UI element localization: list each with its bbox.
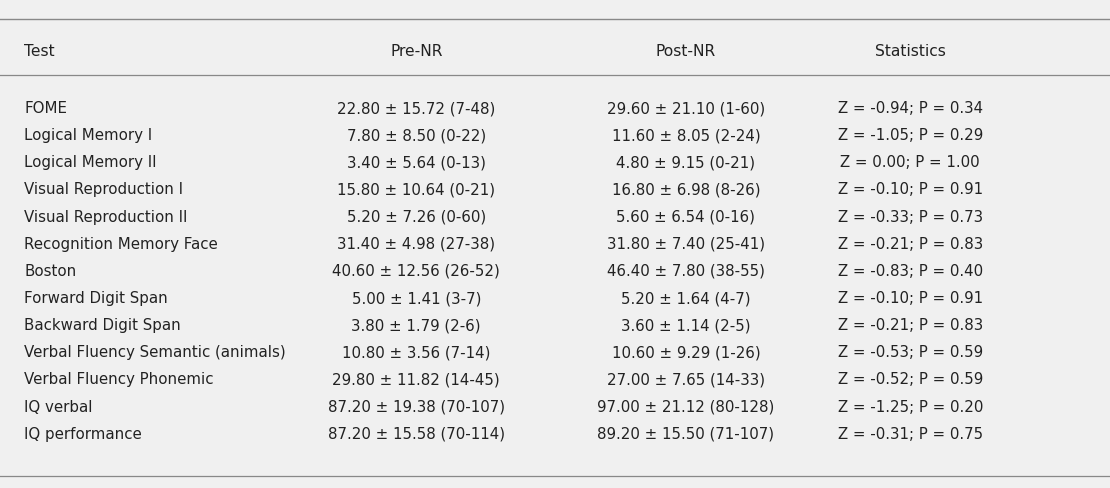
Text: 29.60 ± 21.10 (1-60): 29.60 ± 21.10 (1-60)	[607, 101, 765, 116]
Text: 5.00 ± 1.41 (3-7): 5.00 ± 1.41 (3-7)	[352, 290, 481, 305]
Text: 97.00 ± 21.12 (80-128): 97.00 ± 21.12 (80-128)	[597, 399, 775, 414]
Text: Post-NR: Post-NR	[656, 44, 716, 59]
Text: FOME: FOME	[24, 101, 68, 116]
Text: Boston: Boston	[24, 264, 77, 278]
Text: 5.20 ± 1.64 (4-7): 5.20 ± 1.64 (4-7)	[622, 290, 750, 305]
Text: 3.40 ± 5.64 (0-13): 3.40 ± 5.64 (0-13)	[346, 155, 486, 170]
Text: Test: Test	[24, 44, 56, 59]
Text: 5.60 ± 6.54 (0-16): 5.60 ± 6.54 (0-16)	[616, 209, 756, 224]
Text: IQ performance: IQ performance	[24, 426, 142, 441]
Text: Visual Reproduction I: Visual Reproduction I	[24, 182, 183, 197]
Text: 31.80 ± 7.40 (25-41): 31.80 ± 7.40 (25-41)	[607, 236, 765, 251]
Text: 7.80 ± 8.50 (0-22): 7.80 ± 8.50 (0-22)	[346, 128, 486, 143]
Text: Logical Memory II: Logical Memory II	[24, 155, 157, 170]
Text: 22.80 ± 15.72 (7-48): 22.80 ± 15.72 (7-48)	[337, 101, 495, 116]
Text: 3.80 ± 1.79 (2-6): 3.80 ± 1.79 (2-6)	[352, 318, 481, 332]
Text: Z = -0.33; P = 0.73: Z = -0.33; P = 0.73	[838, 209, 982, 224]
Text: Backward Digit Span: Backward Digit Span	[24, 318, 181, 332]
Text: 31.40 ± 4.98 (27-38): 31.40 ± 4.98 (27-38)	[337, 236, 495, 251]
Text: 11.60 ± 8.05 (2-24): 11.60 ± 8.05 (2-24)	[612, 128, 760, 143]
Text: Forward Digit Span: Forward Digit Span	[24, 290, 169, 305]
Text: 46.40 ± 7.80 (38-55): 46.40 ± 7.80 (38-55)	[607, 264, 765, 278]
Text: Z = -1.05; P = 0.29: Z = -1.05; P = 0.29	[838, 128, 982, 143]
Text: Z = -0.31; P = 0.75: Z = -0.31; P = 0.75	[838, 426, 982, 441]
Text: Verbal Fluency Semantic (animals): Verbal Fluency Semantic (animals)	[24, 345, 286, 360]
Text: 4.80 ± 9.15 (0-21): 4.80 ± 9.15 (0-21)	[616, 155, 756, 170]
Text: Z = -0.94; P = 0.34: Z = -0.94; P = 0.34	[838, 101, 982, 116]
Text: 40.60 ± 12.56 (26-52): 40.60 ± 12.56 (26-52)	[332, 264, 501, 278]
Text: 29.80 ± 11.82 (14-45): 29.80 ± 11.82 (14-45)	[332, 372, 501, 386]
Text: Pre-NR: Pre-NR	[390, 44, 443, 59]
Text: 10.80 ± 3.56 (7-14): 10.80 ± 3.56 (7-14)	[342, 345, 491, 360]
Text: Z = -0.83; P = 0.40: Z = -0.83; P = 0.40	[838, 264, 982, 278]
Text: IQ verbal: IQ verbal	[24, 399, 93, 414]
Text: Statistics: Statistics	[875, 44, 946, 59]
Text: Z = -0.10; P = 0.91: Z = -0.10; P = 0.91	[838, 182, 982, 197]
Text: Z = -0.21; P = 0.83: Z = -0.21; P = 0.83	[838, 236, 982, 251]
Text: Z = -0.21; P = 0.83: Z = -0.21; P = 0.83	[838, 318, 982, 332]
Text: Z = -1.25; P = 0.20: Z = -1.25; P = 0.20	[838, 399, 982, 414]
Text: 16.80 ± 6.98 (8-26): 16.80 ± 6.98 (8-26)	[612, 182, 760, 197]
Text: 87.20 ± 19.38 (70-107): 87.20 ± 19.38 (70-107)	[327, 399, 505, 414]
Text: 15.80 ± 10.64 (0-21): 15.80 ± 10.64 (0-21)	[337, 182, 495, 197]
Text: Z = -0.53; P = 0.59: Z = -0.53; P = 0.59	[838, 345, 982, 360]
Text: 5.20 ± 7.26 (0-60): 5.20 ± 7.26 (0-60)	[346, 209, 486, 224]
Text: 3.60 ± 1.14 (2-5): 3.60 ± 1.14 (2-5)	[622, 318, 750, 332]
Text: 89.20 ± 15.50 (71-107): 89.20 ± 15.50 (71-107)	[597, 426, 775, 441]
Text: Logical Memory I: Logical Memory I	[24, 128, 152, 143]
Text: Visual Reproduction II: Visual Reproduction II	[24, 209, 188, 224]
Text: Z = -0.52; P = 0.59: Z = -0.52; P = 0.59	[838, 372, 982, 386]
Text: 87.20 ± 15.58 (70-114): 87.20 ± 15.58 (70-114)	[327, 426, 505, 441]
Text: 10.60 ± 9.29 (1-26): 10.60 ± 9.29 (1-26)	[612, 345, 760, 360]
Text: Recognition Memory Face: Recognition Memory Face	[24, 236, 219, 251]
Text: 27.00 ± 7.65 (14-33): 27.00 ± 7.65 (14-33)	[607, 372, 765, 386]
Text: Z = -0.10; P = 0.91: Z = -0.10; P = 0.91	[838, 290, 982, 305]
Text: Z = 0.00; P = 1.00: Z = 0.00; P = 1.00	[840, 155, 980, 170]
Text: Verbal Fluency Phonemic: Verbal Fluency Phonemic	[24, 372, 214, 386]
